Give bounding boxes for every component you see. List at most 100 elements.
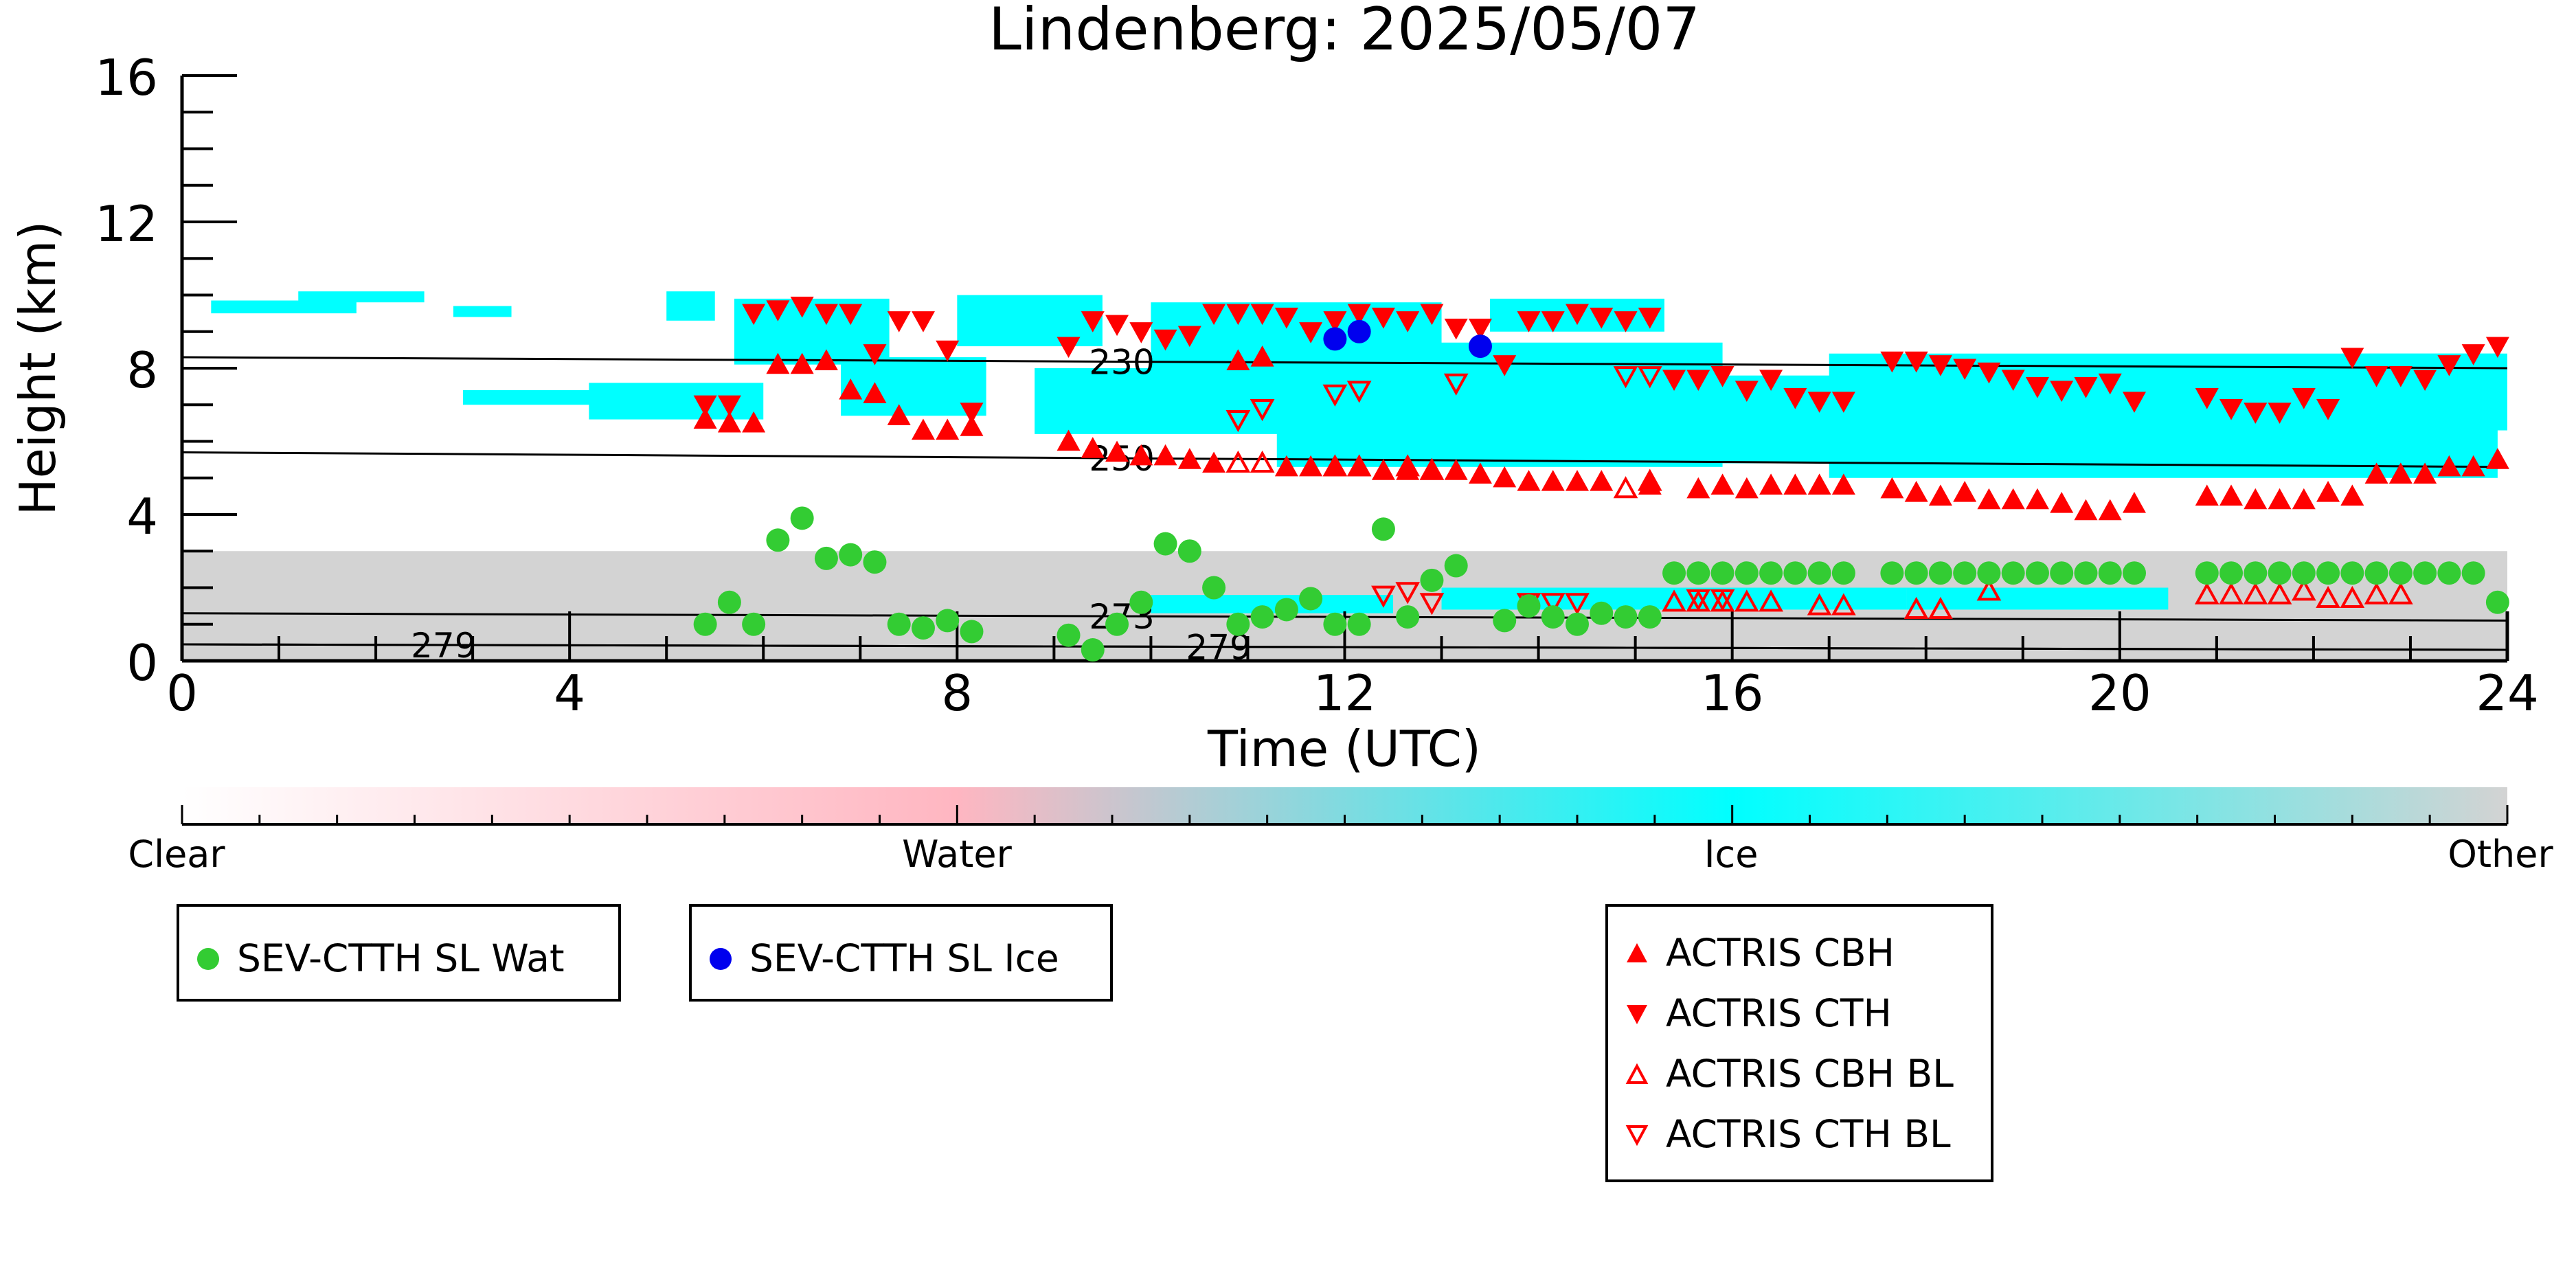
actris-cbh-bl-point-25 — [2364, 582, 2389, 605]
sev-ctth-sl-wat-point-14 — [1105, 612, 1129, 636]
y-tick-label: 12 — [95, 195, 158, 253]
sev-ctth-sl-wat-point-17 — [1177, 539, 1201, 563]
actris-cbh-point-3 — [766, 352, 790, 374]
actris-cbh-point-21 — [1274, 455, 1298, 477]
actris-cth-point-52 — [2050, 381, 2074, 402]
sev-ctth-sl-wat-point-13 — [1081, 638, 1105, 662]
legend-label: SEV-CTTH SL Wat — [237, 936, 565, 980]
actris-cbh-point-47 — [1977, 488, 2001, 510]
actris-cbh-point-19 — [1226, 349, 1250, 370]
actris-cth-point-5 — [814, 304, 838, 326]
ice-region-0 — [211, 300, 357, 314]
ice-region-15 — [2342, 353, 2507, 431]
actris-cth-bl-point-14 — [1710, 589, 1735, 612]
sev-ctth-sl-wat-point-44 — [1880, 561, 1904, 585]
actris-cth-point-35 — [1614, 311, 1638, 332]
legend-item-sev-wat: SEV-CTTH SL Wat — [193, 940, 565, 978]
sev-ctth-sl-wat-point-38 — [1710, 561, 1735, 585]
colorbar: Clear Water Ice Other — [128, 787, 2553, 876]
actris-cbh-bl-point-7 — [1637, 468, 1662, 491]
actris-cth-bl-point-1 — [1250, 399, 1275, 422]
axes: 0 4 8 12 16 0 4 8 12 16 20 24 — [95, 49, 2538, 722]
y-tick-label: 4 — [126, 488, 158, 545]
actris-cbh-point-8 — [887, 404, 911, 425]
colorbar-label-ice: Ice — [1704, 833, 1759, 876]
sev-ctth-sl-ice-point-1 — [1347, 319, 1371, 343]
actris-cth-bl-point-9 — [1540, 593, 1566, 615]
actris-cbh-point-33 — [1566, 470, 1589, 491]
actris-cbh-point-52 — [2098, 499, 2122, 521]
actris-cbh-bl-point-22 — [2291, 578, 2316, 601]
sev-ctth-sl-wat-point-21 — [1274, 598, 1298, 622]
y-tick-label: 8 — [126, 341, 158, 399]
actris-cth-point-47 — [1928, 355, 1952, 376]
actris-cth-point-12 — [1057, 337, 1081, 359]
actris-cbh-point-49 — [2025, 488, 2049, 510]
actris-cbh-bl-point-12 — [1759, 589, 1783, 612]
actris-cbh-bl-point-19 — [2219, 582, 2244, 605]
x-tick-label: 20 — [2088, 664, 2151, 722]
actris-cth-point-56 — [2195, 388, 2219, 409]
actris-cbh-bl-point-11 — [1734, 589, 1759, 612]
legend-label: SEV-CTTH SL Ice — [749, 936, 1059, 980]
actris-cth-point-60 — [2292, 388, 2316, 409]
colorbar-ticks — [181, 805, 2509, 824]
actris-cbh-point-9 — [911, 418, 935, 440]
actris-cbh-point-58 — [2292, 488, 2316, 510]
actris-cth-point-66 — [2437, 355, 2461, 376]
sev-ctth-sl-wat-point-24 — [1347, 612, 1371, 636]
sev-ctth-sl-wat-point-55 — [2195, 561, 2219, 585]
actris-cbh-bl-point-24 — [2340, 585, 2365, 609]
actris-cbh-point-31 — [1517, 470, 1541, 491]
actris-cbh-point-5 — [814, 349, 838, 370]
actris-cbh-point-40 — [1783, 473, 1807, 495]
sev-ctth-sl-wat-point-8 — [887, 612, 911, 636]
sev-ctth-sl-wat-point-59 — [2292, 561, 2316, 585]
actris-cbh-point-24 — [1347, 455, 1371, 477]
actris-cbh-point-41 — [1807, 473, 1831, 495]
actris-cbh-point-2 — [742, 411, 766, 433]
sev-ctth-sl-wat-point-31 — [1541, 605, 1565, 629]
contour-line-230 — [182, 356, 2507, 370]
x-axis-label: Time (UTC) — [1207, 720, 1481, 778]
actris-cbh-point-10 — [936, 418, 960, 440]
sev-ctth-sl-wat-point-42 — [1807, 561, 1831, 585]
ice-region-1 — [298, 291, 425, 303]
ice-region-8 — [957, 295, 1103, 347]
actris-cbh-point-56 — [2244, 488, 2268, 510]
actris-cbh-point-65 — [2461, 455, 2485, 477]
actris-cth-point-63 — [2364, 366, 2388, 387]
sev-ctth-sl-wat-point-34 — [1614, 605, 1638, 629]
actris-cth-point-17 — [1177, 326, 1201, 348]
actris-cth-point-7 — [863, 344, 887, 365]
actris-cbh-bl-point-8 — [1662, 589, 1686, 612]
ice-region-19 — [1906, 587, 2169, 610]
actris-cth-point-27 — [1420, 304, 1444, 326]
actris-cth-point-1 — [717, 395, 741, 417]
actris-cth-point-31 — [1517, 311, 1541, 332]
sev-ctth-sl-wat-point-66 — [2461, 561, 2485, 585]
actris-cth-point-65 — [2413, 370, 2437, 391]
x-tick-label: 8 — [941, 664, 973, 722]
actris-cbh-point-17 — [1177, 448, 1201, 469]
actris-cbh-point-45 — [1928, 484, 1952, 506]
actris-cth-point-8 — [887, 311, 911, 332]
legend-item-sev-ice: SEV-CTTH SL Ice — [705, 940, 1059, 978]
sev-ctth-sl-wat-point-40 — [1759, 561, 1783, 585]
actris-cth-point-58 — [2244, 403, 2268, 424]
actris-cth-bl-point-2 — [1322, 384, 1348, 407]
actris-cth-point-11 — [960, 403, 984, 424]
actris-cbh-point-0 — [693, 407, 717, 429]
actris-cbh-bl-point-18 — [2194, 582, 2219, 605]
sev-ctth-sl-wat-point-0 — [693, 612, 717, 636]
actris-cth-bl-point-6 — [1419, 593, 1445, 615]
y-ticks: 0 4 8 12 16 — [95, 49, 237, 692]
actris-cbh-bl-point-6 — [1613, 476, 1638, 499]
actris-cbh-point-42 — [1831, 473, 1855, 495]
actris-cbh-point-16 — [1153, 444, 1177, 466]
actris-cth-point-46 — [1904, 351, 1928, 373]
actris-cth-point-29 — [1468, 318, 1492, 340]
sev-ctth-sl-ice-point-0 — [1323, 327, 1347, 351]
sev-ctth-sl-wat-point-54 — [2122, 561, 2146, 585]
